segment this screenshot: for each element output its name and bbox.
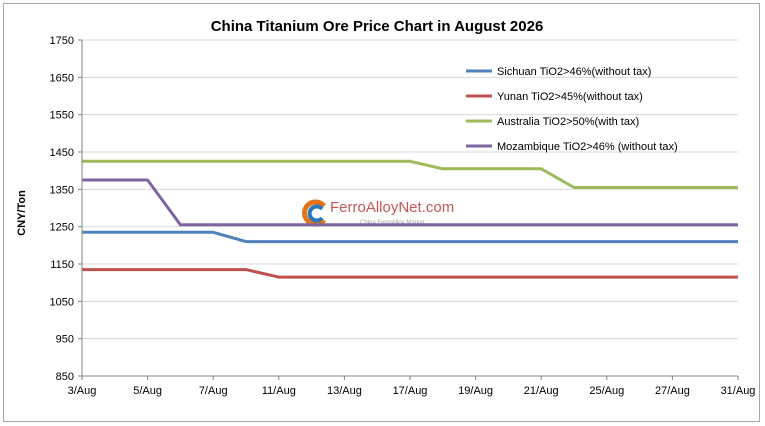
y-tick-label: 850 — [56, 371, 74, 383]
x-tick-label: 31/Aug — [721, 385, 756, 397]
y-tick-label: 1050 — [50, 296, 74, 308]
y-tick-label: 1250 — [50, 222, 74, 234]
legend: Sichuan TiO2>46%(without tax) Yunan TiO2>… — [466, 66, 678, 153]
y-tick-label: 1150 — [50, 259, 74, 271]
x-tick-label: 21/Aug — [524, 385, 559, 397]
series-lines — [82, 159, 738, 279]
x-tick-label: 17/Aug — [393, 385, 428, 397]
legend-label: Australia TiO2>50%(with tax) — [497, 116, 639, 128]
x-tick-label: 19/Aug — [458, 385, 493, 397]
watermark: FerroAlloyNet.com China FerroAlloy Marke… — [302, 199, 454, 227]
x-tick-label: 3/Aug — [68, 385, 97, 397]
series-line-3 — [82, 159, 738, 189]
axes — [81, 40, 738, 377]
y-tick-label: 1650 — [50, 72, 74, 84]
legend-label: Sichuan TiO2>46%(without tax) — [497, 66, 651, 78]
x-tick-label: 5/Aug — [133, 385, 162, 397]
x-tick-label: 11/Aug — [262, 385, 296, 397]
y-tick-label: 1750 — [50, 35, 74, 47]
chart-title: China Titanium Ore Price Chart in August… — [211, 18, 544, 35]
watermark-tagline: China FerroAlloy Market — [360, 220, 425, 226]
chart-frame — [3, 3, 760, 422]
y-tick-label: 1550 — [50, 110, 74, 122]
legend-label: Mozambique TiO2>46% (without tax) — [497, 141, 678, 153]
watermark-brand: FerroAlloyNet.com — [330, 199, 454, 216]
series-line-4 — [82, 178, 738, 227]
y-axis-ticks: 850 950 1050 1150 1250 1350 1450 1550 1650 1750 — [50, 35, 82, 383]
x-tick-label: 27/Aug — [655, 385, 690, 397]
series-line-1 — [82, 230, 738, 244]
y-axis-label: CNY/Ton — [16, 190, 28, 236]
x-tick-label: 13/Aug — [327, 385, 362, 397]
y-tick-label: 1450 — [50, 147, 74, 159]
series-line-2 — [82, 268, 738, 279]
x-axis-ticks: 3/Aug 5/Aug 7/Aug 11/Aug 13/Aug 17/Aug 19/Aug 2… — [68, 376, 756, 397]
x-tick-label: 7/Aug — [199, 385, 228, 397]
legend-label: Yunan TiO2>45%(without tax) — [497, 91, 643, 103]
ferroalloynet-logo-icon — [302, 199, 326, 227]
y-tick-label: 950 — [56, 334, 74, 346]
x-tick-label: 25/Aug — [589, 385, 624, 397]
y-tick-label: 1350 — [50, 184, 74, 196]
